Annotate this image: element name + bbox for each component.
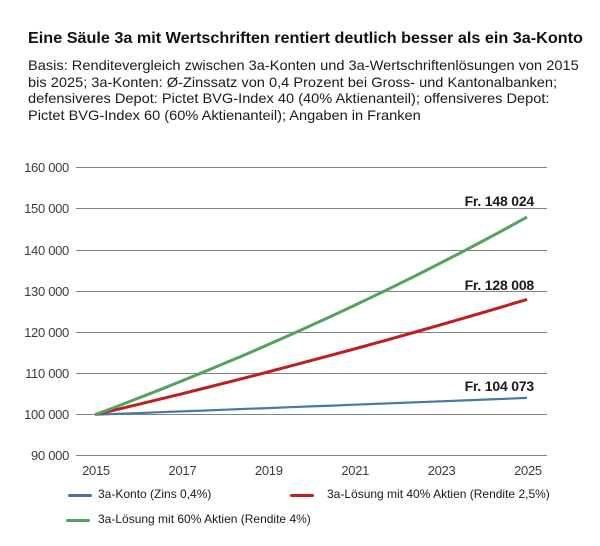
svg-text:2015: 2015	[82, 463, 110, 478]
svg-text:2025: 2025	[514, 463, 542, 478]
svg-text:2023: 2023	[428, 463, 456, 478]
svg-text:2019: 2019	[255, 463, 283, 478]
svg-text:Fr. 104 073: Fr. 104 073	[465, 378, 535, 394]
svg-text:2021: 2021	[341, 463, 369, 478]
svg-text:100 000: 100 000	[24, 407, 69, 422]
svg-text:Fr. 148 024: Fr. 148 024	[465, 193, 535, 209]
svg-text:160 000: 160 000	[24, 160, 69, 175]
svg-text:120 000: 120 000	[24, 325, 69, 340]
svg-text:Fr. 128 008: Fr. 128 008	[465, 277, 535, 293]
svg-text:110 000: 110 000	[25, 366, 69, 381]
svg-text:130 000: 130 000	[24, 284, 69, 299]
svg-text:150 000: 150 000	[24, 201, 69, 216]
svg-text:90 000: 90 000	[31, 448, 69, 463]
svg-text:140 000: 140 000	[24, 243, 69, 258]
svg-text:2017: 2017	[169, 463, 197, 478]
